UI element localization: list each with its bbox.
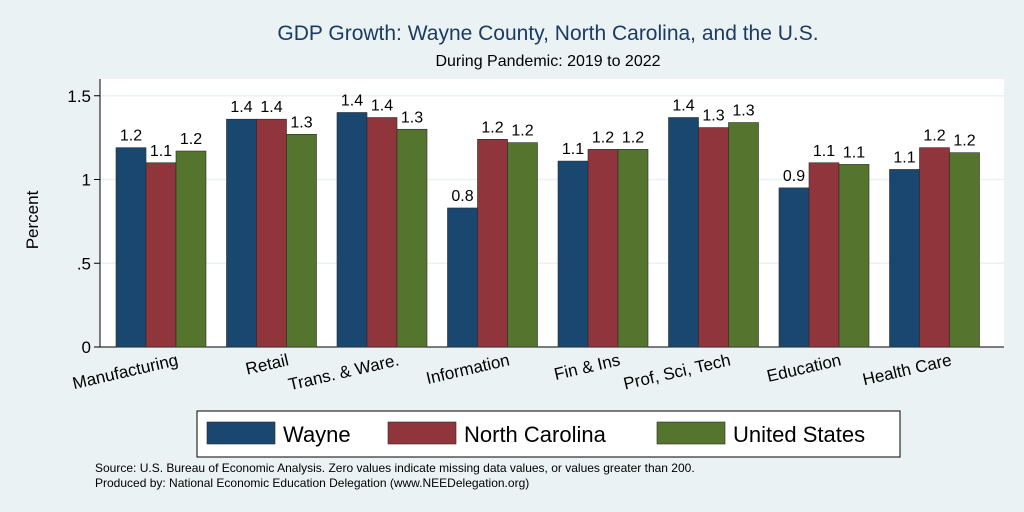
bar-value-label: 1.2 xyxy=(622,129,644,146)
bar-value-label: 1.3 xyxy=(290,114,312,131)
bar xyxy=(115,147,147,348)
bar-value-label: 1.4 xyxy=(371,98,393,115)
bar xyxy=(336,112,368,348)
bar-value-label: 1.2 xyxy=(120,128,142,145)
legend: Wayne North Carolina United States xyxy=(196,410,901,458)
y-axis-label: Percent xyxy=(23,190,42,249)
bar-value-label: 1.4 xyxy=(230,99,252,116)
bar-value-label: 1.1 xyxy=(843,144,865,161)
bar xyxy=(256,118,287,348)
bar xyxy=(507,142,538,348)
chart-subtitle: During Pandemic: 2019 to 2022 xyxy=(435,53,660,70)
bar xyxy=(668,117,699,348)
bar xyxy=(728,122,759,348)
bar xyxy=(889,169,920,348)
bar xyxy=(617,149,649,348)
chart-title: GDP Growth: Wayne County, North Carolina… xyxy=(277,22,818,45)
legend-swatch xyxy=(206,421,276,445)
source-note: Source: U.S. Bureau of Economic Analysis… xyxy=(95,461,695,475)
y-tick-label: 1 xyxy=(82,171,91,190)
bar xyxy=(557,160,589,348)
bar-value-label: 1.1 xyxy=(893,149,915,166)
bar-value-label: 1.3 xyxy=(732,103,754,120)
bar-value-label: 1.4 xyxy=(341,93,363,110)
bar xyxy=(698,127,729,348)
bar-value-label: 1.3 xyxy=(401,109,423,126)
y-tick-label: .5 xyxy=(77,254,91,273)
legend-swatch xyxy=(656,421,726,445)
bar xyxy=(226,118,257,348)
bar-value-label: 1.1 xyxy=(150,143,172,160)
bar-value-label: 1.2 xyxy=(511,123,533,140)
bar-value-label: 1.1 xyxy=(813,143,835,160)
bar xyxy=(286,133,317,348)
bar-value-label: 0.8 xyxy=(451,188,473,205)
produced-note: Produced by: National Economic Education… xyxy=(95,476,529,490)
bar xyxy=(396,128,428,348)
bar-value-label: 0.9 xyxy=(783,168,805,185)
bar xyxy=(808,162,840,348)
bar-value-label: 1.2 xyxy=(953,133,975,150)
legend-label: United States xyxy=(733,422,865,447)
bar xyxy=(145,162,177,348)
y-tick-label: 1.5 xyxy=(67,87,91,106)
bar-value-label: 1.3 xyxy=(702,108,724,125)
legend-swatch xyxy=(387,421,457,445)
bar xyxy=(175,150,207,348)
bar-value-label: 1.2 xyxy=(481,119,503,136)
bar-value-label: 1.2 xyxy=(592,129,614,146)
bar xyxy=(366,117,398,348)
bar xyxy=(587,149,619,348)
bar xyxy=(778,187,810,348)
bar xyxy=(949,152,980,348)
bar xyxy=(838,164,870,348)
bar xyxy=(477,139,508,348)
bar-value-label: 1.2 xyxy=(180,131,202,148)
bar-value-label: 1.4 xyxy=(260,99,282,116)
bar-value-label: 1.1 xyxy=(562,141,584,158)
legend-label: North Carolina xyxy=(464,422,607,447)
bar xyxy=(919,147,950,348)
bar-value-label: 1.4 xyxy=(672,98,694,115)
bar-value-label: 1.2 xyxy=(923,128,945,145)
y-tick-label: 0 xyxy=(82,338,91,357)
legend-label: Wayne xyxy=(283,422,351,447)
legend-box xyxy=(196,410,901,458)
bar xyxy=(447,207,478,348)
